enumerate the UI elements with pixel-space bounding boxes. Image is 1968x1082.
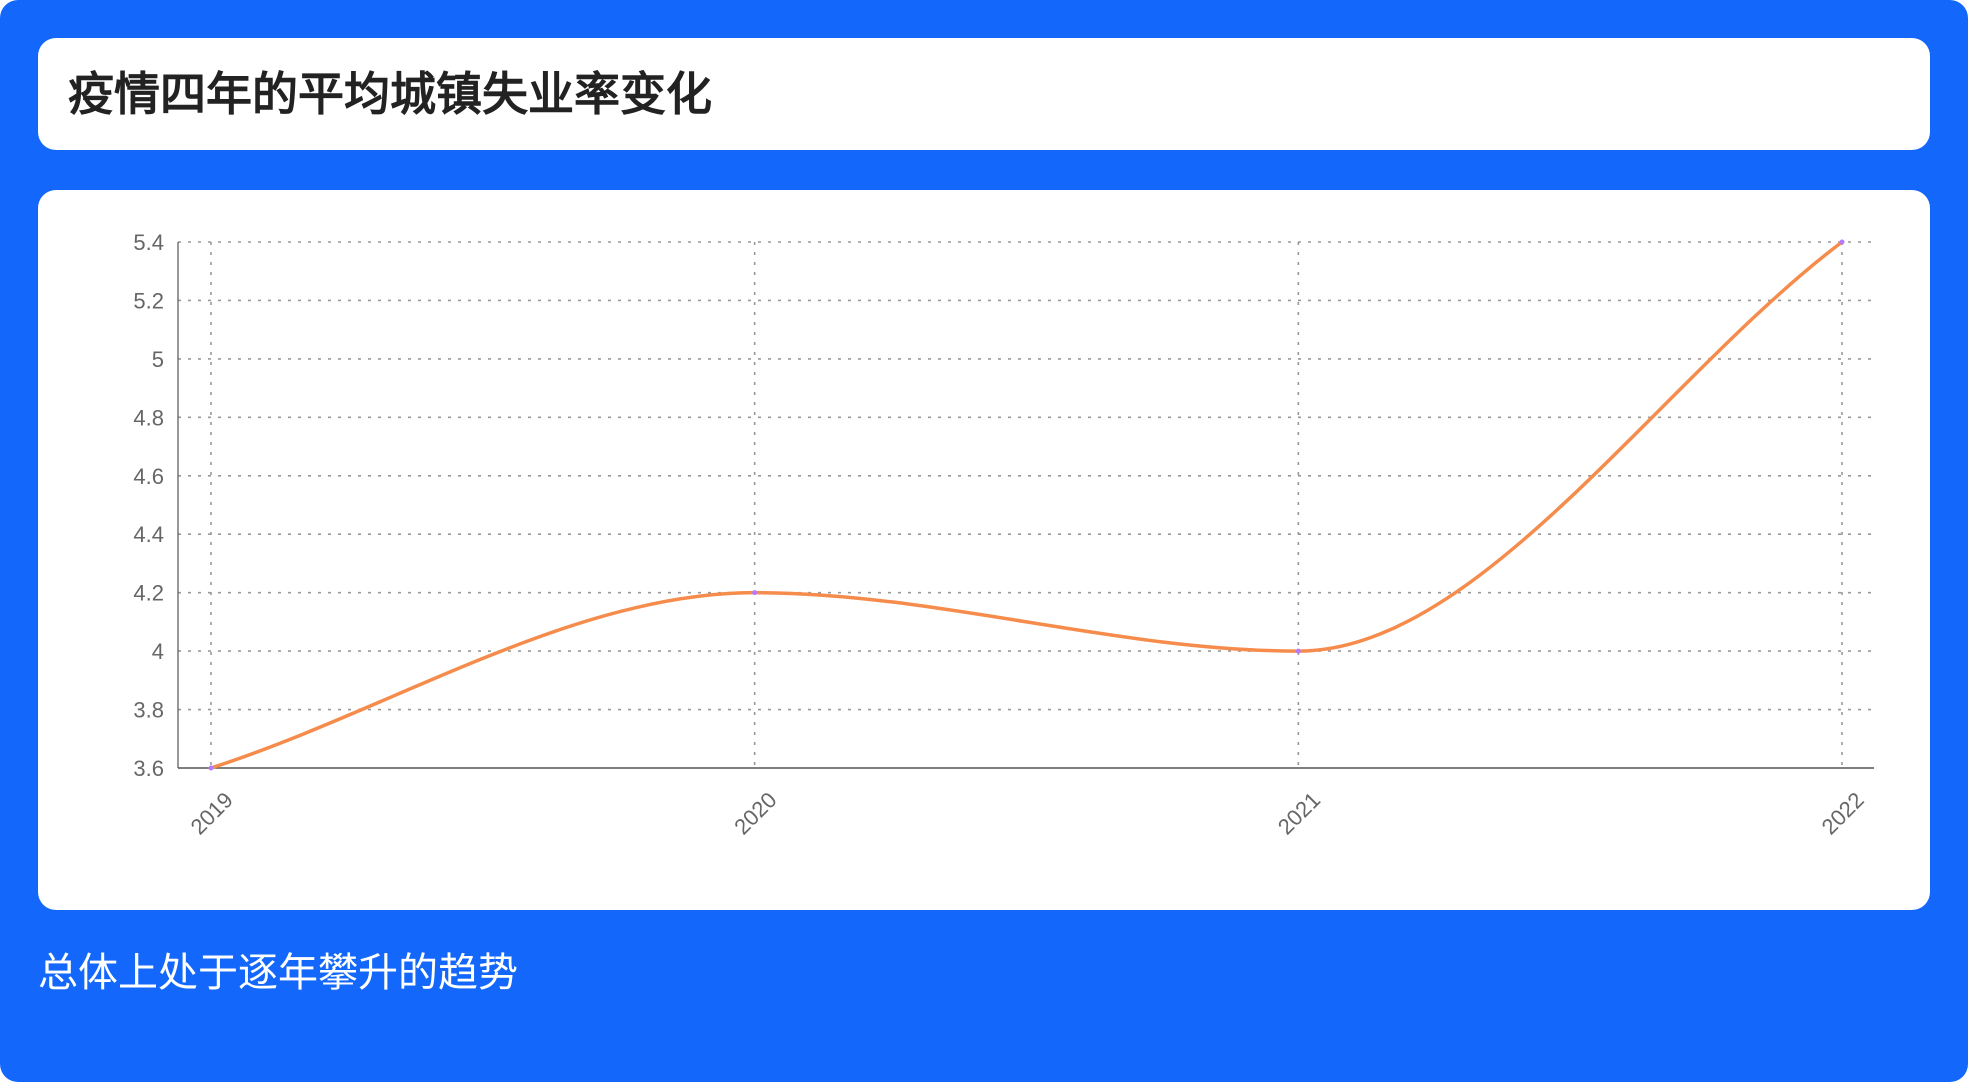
chart-grid bbox=[178, 241, 1874, 768]
data-point bbox=[752, 590, 758, 596]
y-tick-label: 5.4 bbox=[133, 230, 164, 255]
y-tick-label: 3.6 bbox=[133, 756, 164, 781]
line-chart: 3.63.844.24.44.64.855.25.4 2019 2020 2021 2… bbox=[133, 230, 1874, 839]
page-title: 疫情四年的平均城镇失业率变化 bbox=[68, 67, 712, 121]
title-card: 疫情四年的平均城镇失业率变化 bbox=[38, 38, 1930, 150]
y-tick-label: 4.6 bbox=[133, 464, 164, 489]
y-tick-label: 3.8 bbox=[133, 698, 164, 723]
y-tick-label: 4.8 bbox=[133, 405, 164, 430]
y-axis-ticks: 3.6 3.8 4 4.2 4.4 4.6 4.8 5 5.2 5.4 bbox=[133, 230, 164, 781]
y-tick-label: 5 bbox=[152, 347, 164, 372]
y-tick-label: 4.4 bbox=[133, 522, 164, 547]
series-layer bbox=[208, 239, 1845, 771]
y-tick-label: 5.2 bbox=[133, 288, 164, 313]
x-tick-label: 2021 bbox=[1273, 787, 1325, 839]
x-tick-label: 2022 bbox=[1817, 787, 1869, 839]
data-point bbox=[208, 765, 214, 771]
data-point bbox=[1295, 648, 1301, 654]
chart-axes bbox=[177, 242, 1874, 769]
series-line bbox=[209, 240, 1844, 770]
y-tick-label: 4 bbox=[152, 639, 164, 664]
x-tick-label: 2019 bbox=[186, 787, 238, 839]
x-axis-ticks: 2019 2020 2021 2022 bbox=[186, 787, 1869, 839]
data-point bbox=[1839, 239, 1845, 245]
y-tick-label: 4.2 bbox=[133, 581, 164, 606]
chart-card: 3.6 3.8 4 4.2 4.4 4.6 4.8 5 5.2 5.4 2019 2020 2021 2… bbox=[38, 190, 1930, 910]
chart-caption: 总体上处于逐年攀升的趋势 bbox=[38, 950, 518, 996]
x-tick-label: 2020 bbox=[729, 787, 781, 839]
